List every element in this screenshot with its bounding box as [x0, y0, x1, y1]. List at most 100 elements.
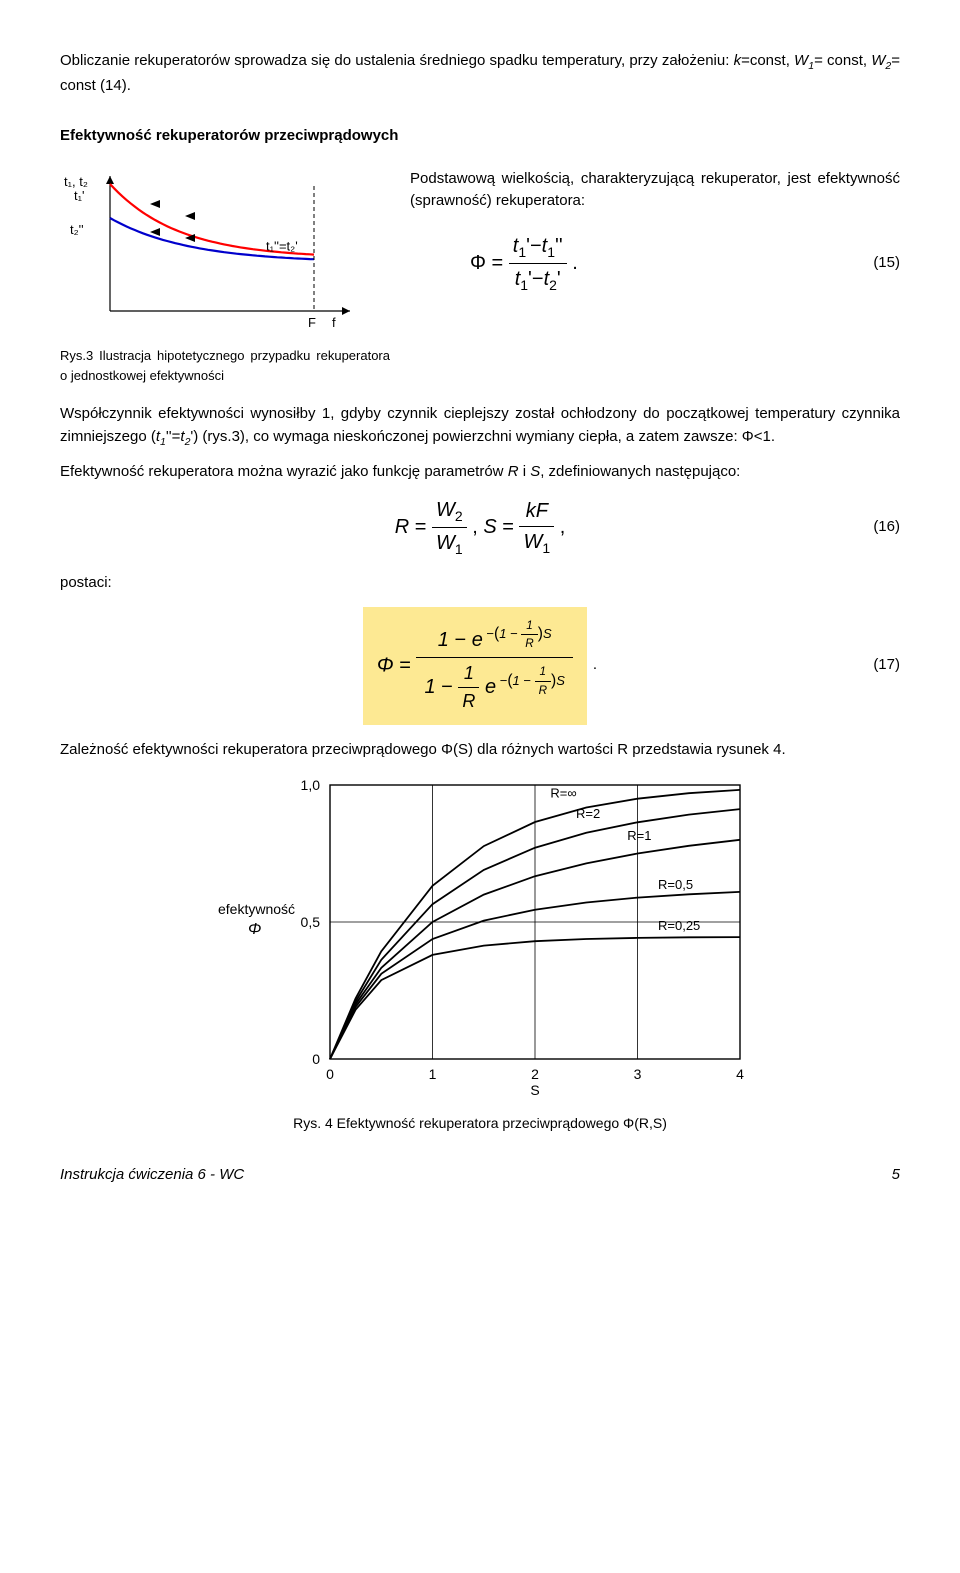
right-para: Podstawową wielkością, charakteryzującą …	[410, 168, 900, 213]
svg-text:F: F	[308, 315, 316, 330]
para-RS: Efektywność rekuperatora można wyrazić j…	[60, 461, 900, 484]
comma: ,	[472, 516, 483, 538]
one: 1	[424, 675, 435, 697]
para-intro: Obliczanie rekuperatorów sprowadza się d…	[60, 50, 900, 97]
R: R	[395, 516, 409, 538]
minus: −	[441, 675, 458, 697]
dprime: ''	[555, 235, 563, 257]
fig3-right: Podstawową wielkością, charakteryzującą …	[390, 168, 900, 296]
R: R	[539, 684, 547, 697]
eq16: R = W2 W1 , S = kF W1 , (16)	[60, 495, 900, 560]
period: .	[572, 252, 578, 274]
prime: '	[557, 268, 561, 290]
eq15: Φ = t1'−t1'' t1'−t2' . (15)	[410, 231, 900, 296]
minus: −	[530, 235, 542, 257]
svg-text:R=1: R=1	[627, 828, 651, 843]
eq-equals: =	[492, 252, 509, 274]
footer-page-number: 5	[892, 1164, 900, 1187]
period: .	[593, 654, 597, 677]
S: S	[483, 516, 496, 538]
S: S	[543, 626, 552, 641]
eq17-tag: (17)	[873, 654, 900, 677]
comma: ,	[560, 516, 566, 538]
eq17: Φ = 1 − e −(1 − 1R)S 1 − 1R e −(1 − 1R)S…	[60, 607, 900, 725]
one: 1	[513, 673, 520, 688]
text: =const,	[741, 52, 794, 69]
eq: =	[415, 516, 432, 538]
sub: 1	[547, 244, 555, 260]
text: = const,	[814, 52, 871, 69]
sub: 1	[520, 277, 528, 293]
e: e	[472, 629, 483, 651]
svg-text:0: 0	[312, 1051, 320, 1067]
S-frac: kF W1	[519, 496, 554, 559]
text: Obliczanie rekuperatorów sprowadza się d…	[60, 52, 734, 69]
eq: =	[502, 516, 519, 538]
eq17-bigfrac: 1 − e −(1 − 1R)S 1 − 1R e −(1 − 1R)S	[416, 615, 572, 717]
R-frac: W2 W1	[432, 495, 467, 560]
k: k	[526, 500, 536, 522]
svg-text:2: 2	[531, 1066, 539, 1082]
R: R	[462, 691, 475, 711]
fig3-chart: t₁, t₂t₁'t₂''t₁''=t₂'Ff	[60, 168, 360, 333]
postaci: postaci:	[60, 572, 900, 595]
fig4-chart: 0123400,51,0SefektywnośćΦR=∞R=2R=1R=0,5R…	[200, 771, 760, 1101]
fig4-caption: Rys. 4 Efektywność rekuperatora przeciwp…	[200, 1113, 760, 1134]
var-k: k	[734, 52, 742, 69]
svg-text:S: S	[530, 1082, 539, 1098]
svg-text:0: 0	[326, 1066, 334, 1082]
one: 1	[499, 626, 506, 641]
svg-text:t₁''=t₂': t₁''=t₂'	[266, 238, 298, 253]
svg-text:t₁': t₁'	[74, 188, 84, 203]
R: R	[525, 637, 533, 650]
svg-text:4: 4	[736, 1066, 744, 1082]
W: W	[523, 531, 542, 553]
svg-text:0,5: 0,5	[301, 914, 321, 930]
sub: 1	[542, 540, 550, 556]
sub: 1	[518, 244, 526, 260]
svg-text:R=∞: R=∞	[550, 785, 576, 800]
fig3-row: t₁, t₂t₁'t₂''t₁''=t₂'Ff Rys.3 Ilustracja…	[60, 168, 900, 386]
fig3-caption: Rys.3 Ilustracja hipotetycznego przypadk…	[60, 346, 390, 385]
eq15-phi: Φ	[470, 252, 486, 274]
svg-text:R=2: R=2	[576, 806, 600, 821]
text: , zdefiniowanych następująco:	[540, 463, 740, 480]
one: 1	[464, 663, 474, 683]
page-footer: Instrukcja ćwiczenia 6 - WC 5	[60, 1164, 900, 1187]
text: ') (rys.3), co wymaga nieskończonej powi…	[190, 428, 775, 445]
minus: −	[454, 629, 471, 651]
eq15-tag: (15)	[873, 252, 900, 275]
W: W	[436, 532, 455, 554]
svg-text:1: 1	[429, 1066, 437, 1082]
svg-text:R=0,25: R=0,25	[658, 918, 700, 933]
footer-left: Instrukcja ćwiczenia 6 - WC	[60, 1164, 244, 1187]
para-fig4-intro: Zależność efektywności rekuperatora prze…	[60, 739, 900, 762]
svg-text:t₂'': t₂''	[70, 222, 84, 237]
sub: 2	[455, 508, 463, 524]
svg-text:1,0: 1,0	[301, 777, 321, 793]
R: R	[508, 463, 519, 480]
one: 1	[526, 619, 533, 632]
eq15-frac: t1'−t1'' t1'−t2'	[509, 231, 567, 296]
S: S	[530, 463, 540, 480]
Phi: Φ	[377, 654, 394, 676]
svg-text:efektywność: efektywność	[218, 901, 295, 917]
sub: 2	[549, 277, 557, 293]
W: W	[436, 499, 455, 521]
var-W: W	[871, 52, 885, 69]
one: 1	[438, 629, 449, 651]
one: 1	[540, 665, 547, 678]
eq: =	[399, 654, 416, 676]
section-heading: Efektywność rekuperatorów przeciwprądowy…	[60, 125, 900, 148]
svg-text:3: 3	[634, 1066, 642, 1082]
svg-text:f: f	[332, 315, 336, 330]
para-phi-one: Współczynnik efektywności wynosiłby 1, g…	[60, 403, 900, 450]
S: S	[556, 673, 565, 688]
minus: −	[532, 268, 544, 290]
text: Efektywność rekuperatora można wyrazić j…	[60, 463, 508, 480]
eq16-tag: (16)	[873, 516, 900, 539]
sub: 1	[455, 541, 463, 557]
F: F	[536, 500, 548, 522]
text: i	[519, 463, 531, 480]
svg-text:Φ: Φ	[248, 921, 261, 938]
